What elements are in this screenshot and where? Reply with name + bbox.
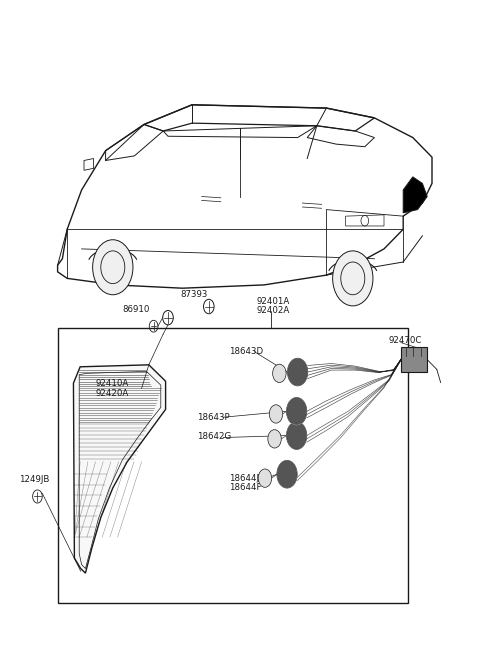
Text: 92410A: 92410A (96, 379, 129, 388)
Text: 18642G: 18642G (197, 432, 231, 441)
Circle shape (273, 364, 286, 383)
Text: 92401A: 92401A (257, 297, 290, 306)
Text: 86910: 86910 (122, 305, 150, 314)
Text: 87393: 87393 (180, 290, 207, 299)
Bar (58, 328, 408, 603)
Text: 92470C: 92470C (389, 336, 422, 345)
Circle shape (288, 358, 308, 386)
Circle shape (269, 405, 283, 423)
Text: 18643D: 18643D (229, 347, 264, 356)
Circle shape (277, 460, 297, 488)
Circle shape (268, 430, 281, 448)
Polygon shape (73, 365, 166, 573)
Circle shape (287, 422, 307, 449)
Text: 1249JB: 1249JB (19, 475, 49, 484)
Circle shape (93, 240, 133, 295)
Text: 18644D: 18644D (229, 474, 264, 483)
Text: 92420A: 92420A (96, 388, 129, 398)
Text: 18644F: 18644F (229, 483, 262, 492)
Circle shape (287, 398, 307, 425)
Text: 92402A: 92402A (257, 306, 290, 315)
Circle shape (333, 251, 373, 306)
Text: 18643P: 18643P (197, 413, 229, 422)
Bar (401, 347, 427, 372)
Circle shape (258, 469, 272, 487)
Polygon shape (403, 177, 427, 213)
